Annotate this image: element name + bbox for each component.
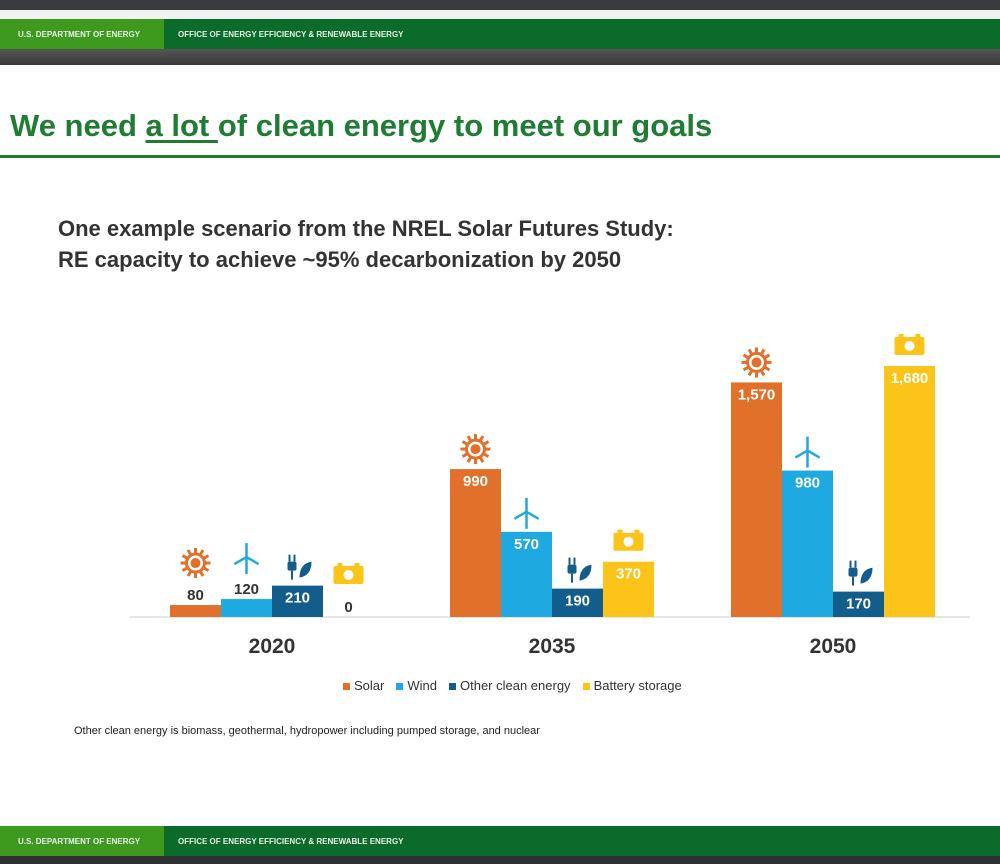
bar-chart: 80 120 210 0 2020 990 570 190 370 2035 1,570 980 170… — [130, 334, 970, 658]
wind-turbine-icon — [794, 436, 821, 468]
header-dept: U.S. DEPARTMENT OF ENERGY — [0, 19, 164, 49]
category-label: 2035 — [529, 635, 576, 658]
data-label: 1,680 — [891, 370, 929, 387]
data-label: 980 — [795, 475, 820, 492]
bar-solar-2020 — [170, 605, 221, 617]
data-label: 570 — [514, 536, 539, 553]
battery-icon — [894, 334, 925, 355]
legend-swatch — [343, 683, 350, 690]
wind-turbine-icon — [233, 543, 260, 575]
battery-icon — [613, 529, 644, 551]
title-rule — [0, 155, 1000, 158]
legend-swatch — [448, 683, 456, 690]
footnote: Other clean energy is biomass, geotherma… — [74, 725, 540, 737]
footer-office: OFFICE OF ENERGY EFFICIENCY & RENEWABLE … — [178, 836, 404, 846]
window-bottom — [0, 856, 1000, 864]
legend-swatch — [396, 683, 404, 690]
title-pre: We need — [10, 108, 146, 143]
bar-other-clean-energy-2050 — [833, 591, 884, 617]
sun-icon — [180, 548, 211, 579]
slide-title: We need a lot of clean energy to meet ou… — [10, 108, 712, 144]
separator — [0, 49, 1000, 65]
legend-label: Battery storage — [593, 678, 682, 693]
data-label: 170 — [846, 596, 871, 613]
header-band: U.S. DEPARTMENT OF ENERGY OFFICE OF ENER… — [0, 19, 1000, 49]
subtitle-line-2: RE capacity to achieve ~95% decarbonizat… — [58, 247, 622, 272]
data-label: 1,570 — [738, 386, 776, 403]
data-label: 210 — [285, 590, 310, 607]
footer-band: U.S. DEPARTMENT OF ENERGY OFFICE OF ENER… — [0, 826, 1000, 856]
bar-battery-storage-2035 — [603, 561, 654, 617]
legend-label: Other clean energy — [459, 678, 571, 693]
bar-other-clean-energy-2020 — [272, 585, 323, 617]
data-label: 990 — [463, 473, 488, 490]
bar-battery-storage-2050 — [884, 366, 935, 617]
bar-wind-2020 — [221, 599, 272, 617]
sun-icon — [741, 347, 772, 378]
chart-subtitle: One example scenario from the NREL Solar… — [58, 213, 674, 275]
bar-wind-2035 — [501, 531, 552, 617]
legend-item: Other clean energy — [448, 678, 571, 693]
legend: Solar Wind Other clean energy Battery stora… — [343, 678, 682, 693]
header-office: OFFICE OF ENERGY EFFICIENCY & RENEWABLE … — [178, 29, 404, 39]
data-label: 370 — [616, 566, 641, 583]
bar-solar-2050 — [731, 382, 782, 617]
bar-solar-2035 — [450, 469, 501, 617]
bar-other-clean-energy-2035 — [552, 588, 603, 617]
category-label: 2050 — [810, 635, 857, 658]
legend-item: Wind — [396, 678, 437, 693]
subtitle-line-1: One example scenario from the NREL Solar… — [58, 216, 674, 241]
plug-leaf-icon — [567, 557, 592, 583]
battery-icon — [333, 563, 364, 584]
sun-icon — [460, 434, 491, 465]
legend-item: Solar — [343, 678, 384, 693]
slide: We need a lot of clean energy to meet ou… — [0, 65, 1000, 826]
title-post: of clean energy to meet our goals — [217, 108, 713, 143]
category-label: 2020 — [249, 635, 296, 658]
footer-dept: U.S. DEPARTMENT OF ENERGY — [0, 826, 164, 856]
plug-leaf-icon — [287, 554, 312, 580]
legend-swatch — [582, 683, 590, 690]
legend-label: Wind — [407, 678, 437, 693]
legend-label: Solar — [354, 678, 385, 693]
bar-wind-2050 — [782, 470, 833, 617]
data-label: 0 — [344, 599, 352, 616]
data-label: 190 — [565, 593, 590, 610]
data-label: 80 — [187, 587, 204, 604]
wind-turbine-icon — [513, 497, 540, 529]
legend-item: Battery storage — [582, 678, 682, 693]
data-label: 120 — [234, 581, 259, 598]
window-top — [0, 0, 1000, 10]
window-strip — [0, 10, 1000, 19]
plug-leaf-icon — [848, 560, 873, 586]
title-emphasis: a lot — [145, 108, 218, 143]
